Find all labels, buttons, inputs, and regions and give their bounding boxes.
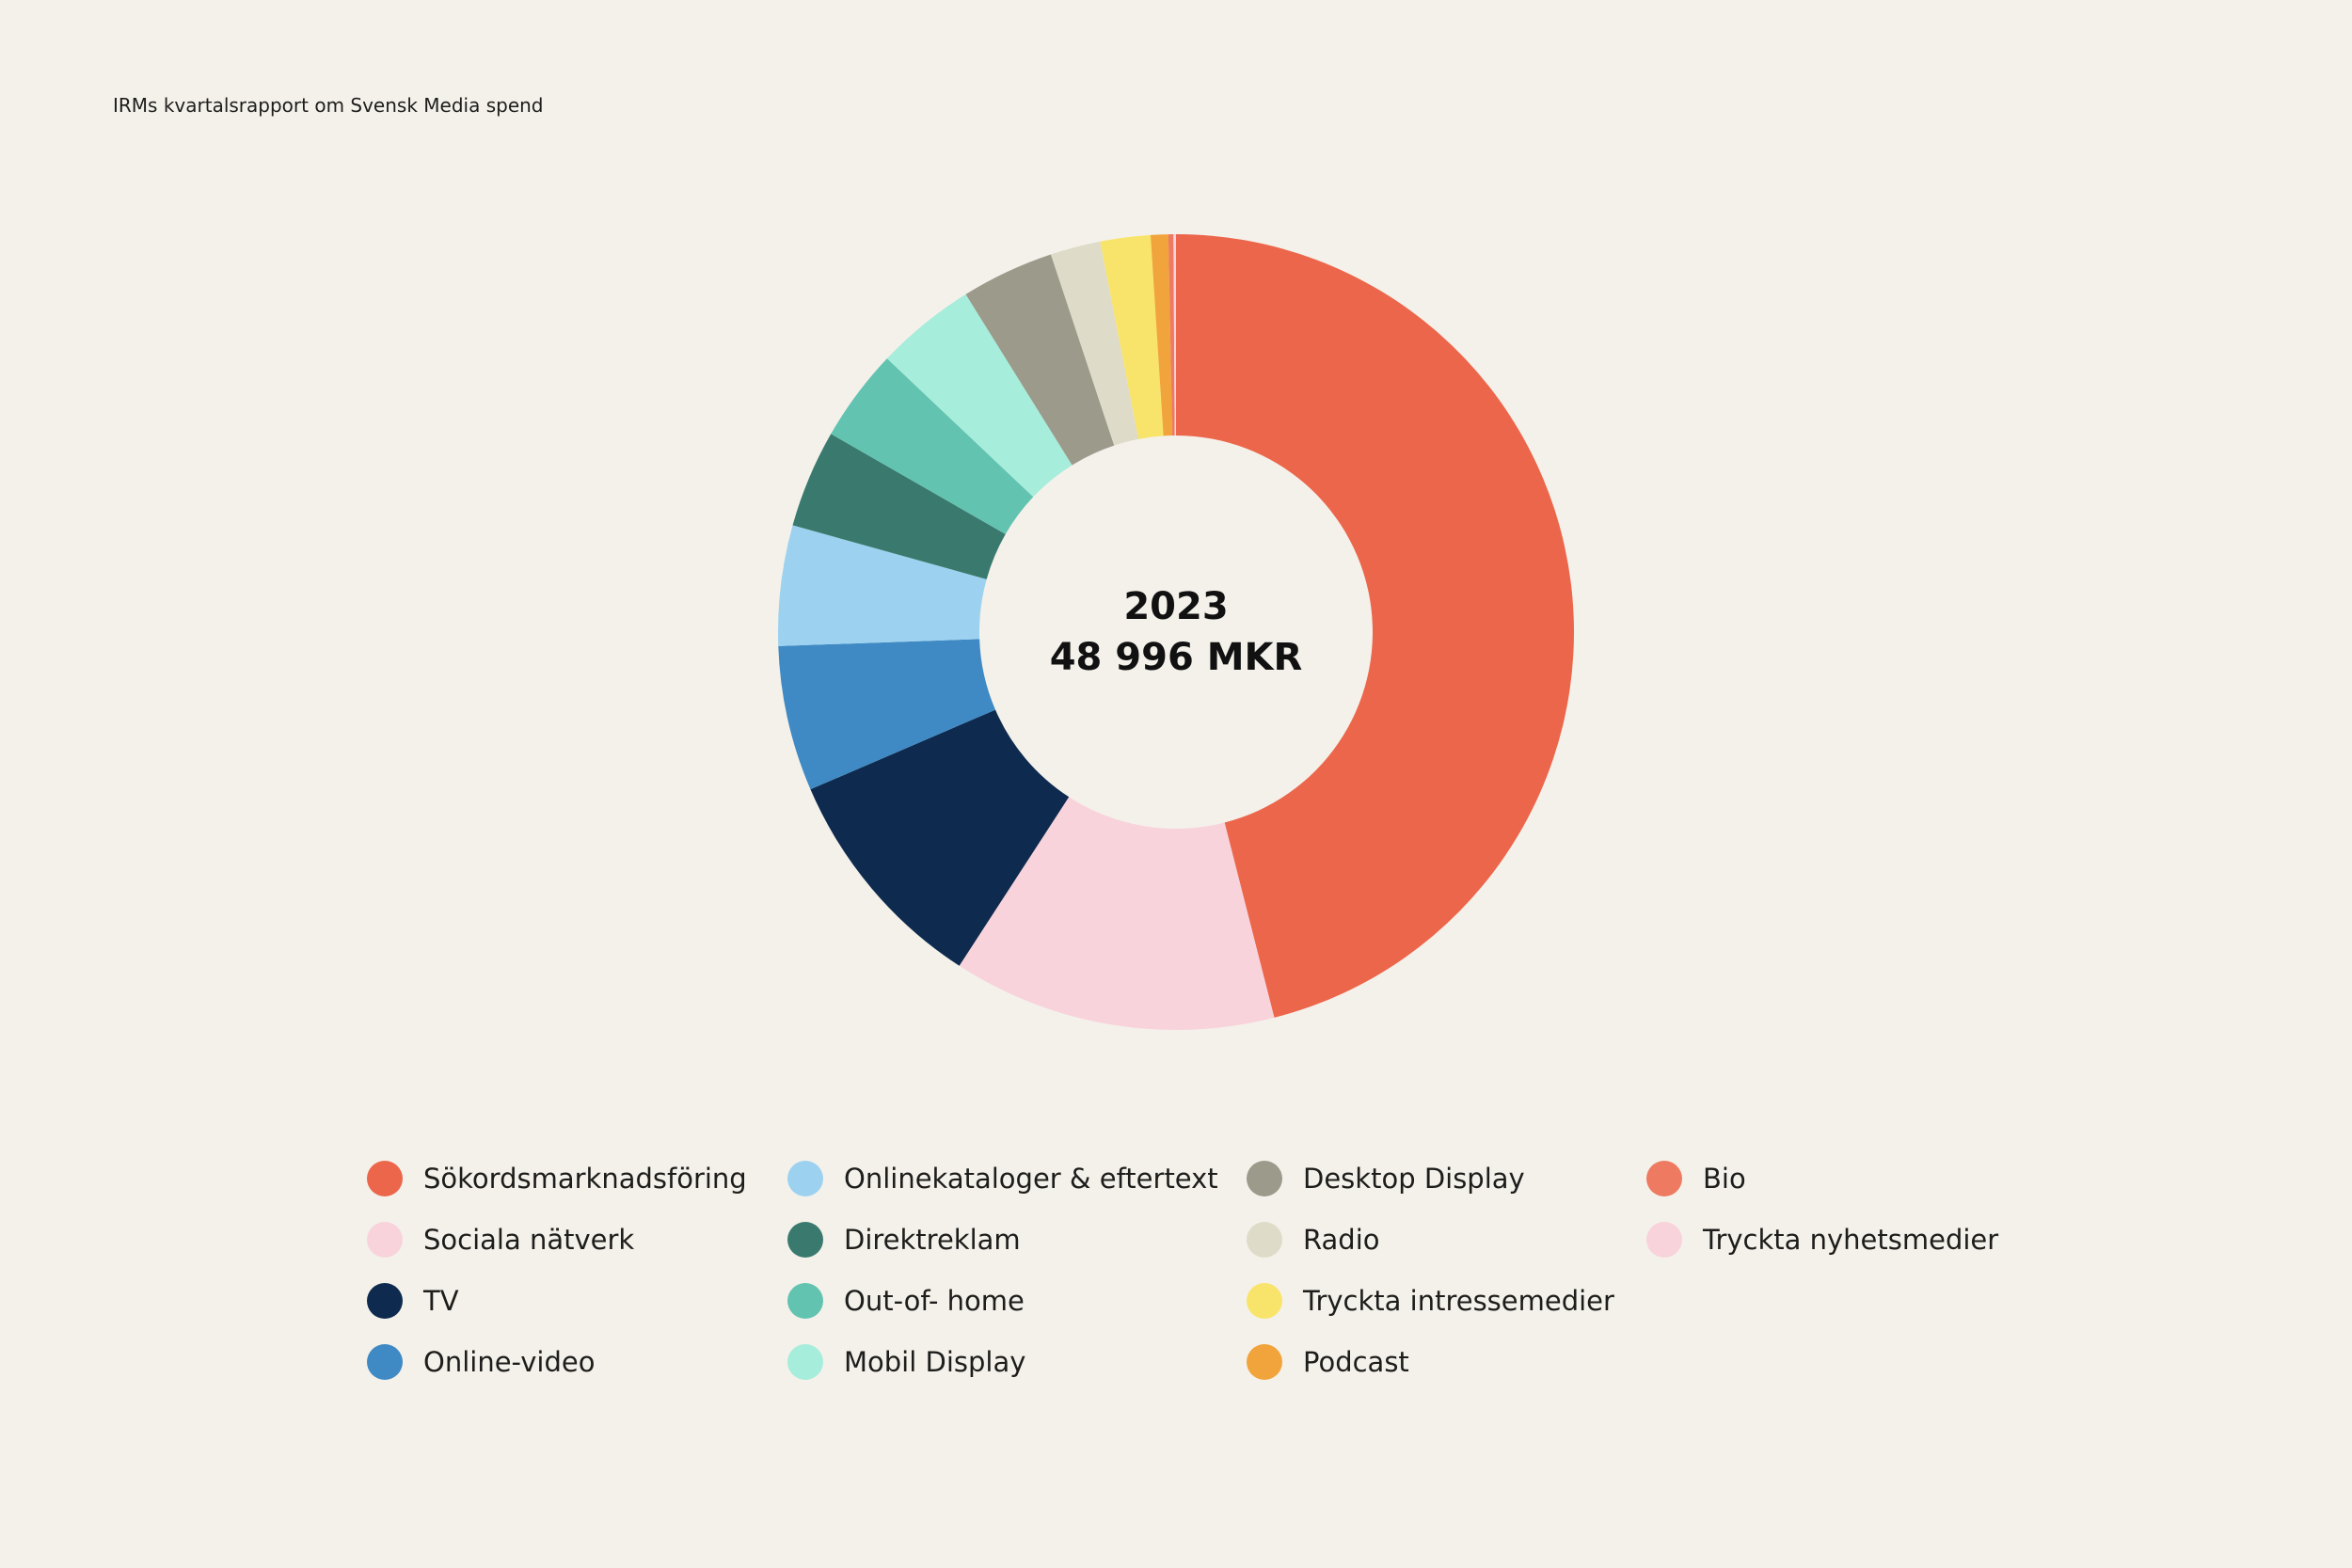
- legend-swatch: [787, 1161, 823, 1196]
- legend-item: Bio: [1646, 1155, 2042, 1202]
- legend: Sökordsmarknadsföring Sociala nätverk TV On…: [367, 1155, 2042, 1400]
- legend-item: Podcast: [1247, 1338, 1646, 1386]
- legend-label: Podcast: [1303, 1346, 1409, 1378]
- legend-swatch: [1646, 1161, 1682, 1196]
- center-year: 2023: [1123, 585, 1228, 628]
- legend-item: TV: [367, 1277, 787, 1324]
- legend-label: Onlinekataloger & eftertext: [844, 1163, 1218, 1195]
- legend-item: Sociala nätverk: [367, 1216, 787, 1263]
- legend-label: Tryckta nyhetsmedier: [1703, 1224, 1999, 1256]
- legend-swatch: [367, 1161, 403, 1196]
- slice-4: [778, 525, 987, 646]
- slice-6: [831, 358, 1034, 534]
- legend-swatch: [1247, 1161, 1282, 1196]
- legend-item: Radio: [1247, 1216, 1646, 1263]
- legend-label: Radio: [1303, 1224, 1380, 1256]
- legend-item: Onlinekataloger & eftertext: [787, 1155, 1247, 1202]
- legend-swatch: [367, 1283, 403, 1319]
- center-total: 48 996 MKR: [1050, 636, 1303, 679]
- slice-10: [1100, 234, 1164, 439]
- legend-label: Bio: [1703, 1163, 1746, 1195]
- slice-11: [1150, 234, 1172, 436]
- legend-label: Desktop Display: [1303, 1163, 1525, 1195]
- legend-item: Sökordsmarknadsföring: [367, 1155, 787, 1202]
- slice-13: [1173, 234, 1176, 436]
- legend-item: Desktop Display: [1247, 1155, 1646, 1202]
- source-caption: IRMs kvartalsrapport om Svensk Media spe…: [113, 94, 544, 117]
- legend-swatch: [1247, 1344, 1282, 1380]
- legend-item: Tryckta nyhetsmedier: [1646, 1216, 2042, 1263]
- legend-swatch: [367, 1344, 403, 1380]
- legend-label: Tryckta intressemedier: [1303, 1285, 1614, 1317]
- legend-swatch: [1247, 1222, 1282, 1258]
- slice-2: [810, 709, 1070, 966]
- slice-5: [792, 434, 1006, 579]
- legend-label: Out-of- home: [844, 1285, 1025, 1317]
- slice-0: [1176, 234, 1574, 1018]
- slice-1: [959, 797, 1275, 1030]
- legend-item: Mobil Display: [787, 1338, 1247, 1386]
- legend-swatch: [367, 1222, 403, 1258]
- legend-item: Tryckta intressemedier: [1247, 1277, 1646, 1324]
- slice-8: [965, 254, 1115, 466]
- legend-swatch: [1247, 1283, 1282, 1319]
- legend-swatch: [787, 1344, 823, 1380]
- legend-item: Out-of- home: [787, 1277, 1247, 1324]
- legend-item: Direktreklam: [787, 1216, 1247, 1263]
- legend-swatch: [787, 1222, 823, 1258]
- slice-9: [1050, 241, 1139, 446]
- legend-item: Online-video: [367, 1338, 787, 1386]
- legend-label: Sociala nätverk: [423, 1224, 635, 1256]
- slice-12: [1168, 234, 1175, 436]
- legend-swatch: [1646, 1222, 1682, 1258]
- legend-label: Online-video: [423, 1346, 596, 1378]
- slice-7: [886, 293, 1073, 498]
- legend-label: Mobil Display: [844, 1346, 1026, 1378]
- legend-swatch: [787, 1283, 823, 1319]
- legend-label: Direktreklam: [844, 1224, 1021, 1256]
- legend-label: Sökordsmarknadsföring: [423, 1163, 747, 1195]
- legend-label: TV: [423, 1285, 459, 1317]
- slice-3: [778, 639, 996, 790]
